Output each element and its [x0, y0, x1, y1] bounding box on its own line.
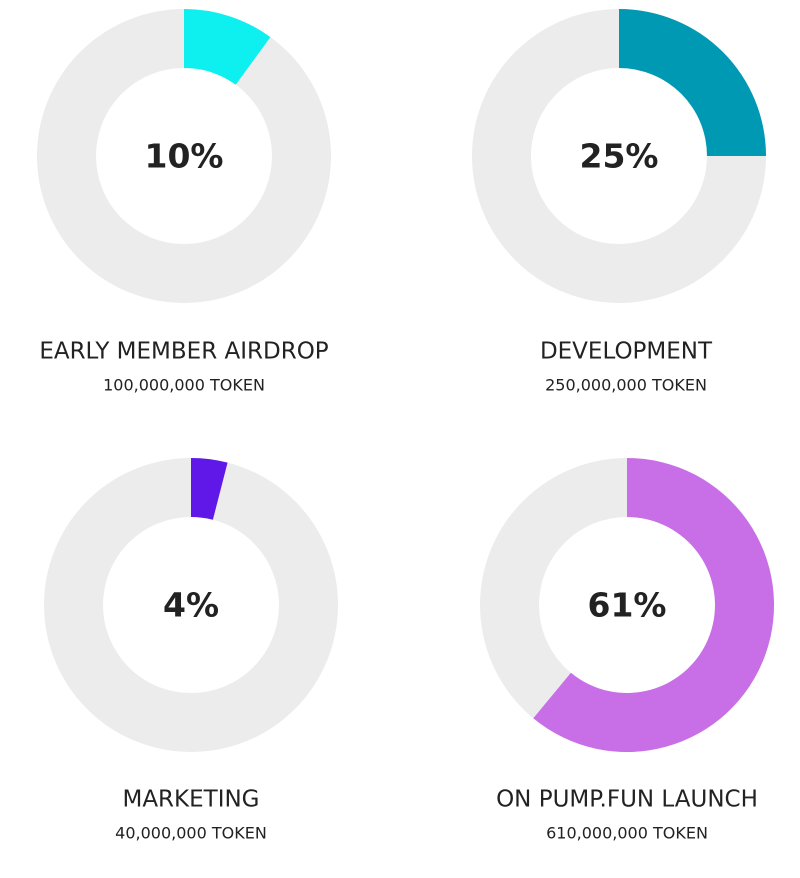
- chart-subtitle: 610,000,000 TOKEN: [546, 824, 708, 843]
- donut-card: 4% MARKETING 40,000,000 TOKEN: [44, 458, 338, 843]
- donut-segment: [184, 9, 271, 85]
- chart-subtitle: 100,000,000 TOKEN: [103, 376, 265, 395]
- donut-card: 25% DEVELOPMENT 250,000,000 TOKEN: [472, 9, 766, 395]
- donut-segment: [619, 9, 766, 156]
- chart-title: DEVELOPMENT: [540, 339, 713, 365]
- center-value-label: 61%: [588, 586, 667, 625]
- donut-segment: [191, 458, 228, 520]
- center-value-label: 4%: [163, 586, 219, 625]
- chart-title: EARLY MEMBER AIRDROP: [39, 339, 328, 365]
- donut-card: 61% ON PUMP.FUN LAUNCH 610,000,000 TOKEN: [480, 458, 774, 843]
- chart-title: MARKETING: [122, 787, 259, 813]
- donut-card: 10% EARLY MEMBER AIRDROP 100,000,000 TOKEN: [37, 9, 331, 395]
- chart-subtitle: 250,000,000 TOKEN: [545, 376, 707, 395]
- center-value-label: 10%: [145, 137, 224, 176]
- center-value-label: 25%: [580, 137, 659, 176]
- chart-subtitle: 40,000,000 TOKEN: [115, 824, 267, 843]
- donut-segment: [533, 458, 774, 752]
- chart-title: ON PUMP.FUN LAUNCH: [496, 787, 758, 813]
